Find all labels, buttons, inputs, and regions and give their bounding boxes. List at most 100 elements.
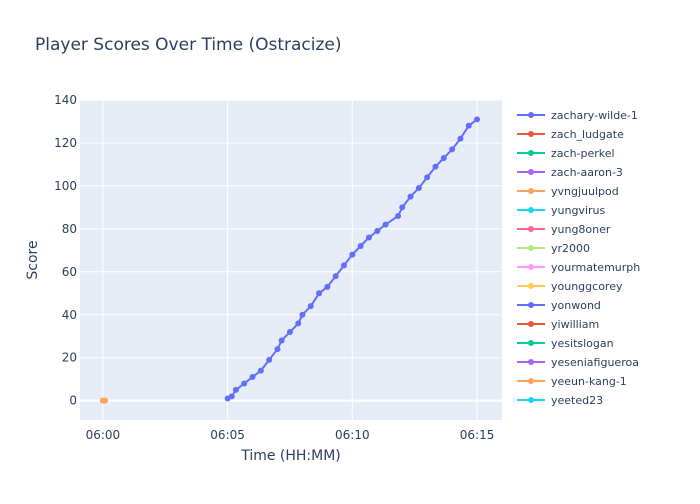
data-point xyxy=(266,356,273,363)
y-axis-label: Score xyxy=(25,240,41,279)
data-point xyxy=(299,311,306,318)
legend-marker-swatch xyxy=(528,169,534,175)
data-point xyxy=(374,228,381,235)
legend-label: yourmatemurph xyxy=(551,261,640,274)
data-point xyxy=(432,163,439,170)
data-point xyxy=(286,328,293,335)
data-point xyxy=(341,262,348,269)
legend-label: yeeted23 xyxy=(551,394,603,407)
data-point xyxy=(395,212,402,219)
data-point xyxy=(399,204,406,211)
legend-label: yesitslogan xyxy=(551,337,614,350)
data-point xyxy=(424,174,431,181)
legend-item[interactable]: yeeun-kang-1 xyxy=(517,375,627,388)
legend-item[interactable]: yeeted23 xyxy=(517,394,603,407)
data-point xyxy=(365,234,372,241)
legend-marker-swatch xyxy=(528,397,534,403)
legend-label: yvngjuulpod xyxy=(551,185,619,198)
y-tick-label: 140 xyxy=(54,93,77,107)
legend-label: yr2000 xyxy=(551,242,590,255)
y-tick-label: 60 xyxy=(62,265,77,279)
x-tick-label: 06:10 xyxy=(335,428,370,442)
legend-marker-swatch xyxy=(528,207,534,213)
legend-label: yonwond xyxy=(551,299,601,312)
axis-layer: 0 20 40 60 80 100 120 140 06:00 06:05 06:10 06:15 xyxy=(54,93,494,442)
legend-item[interactable]: younggcorey xyxy=(517,280,623,293)
legend-item[interactable]: yourmatemurph xyxy=(517,261,640,274)
legend[interactable]: zachary-wilde-1 zach_ludgate zach-perkel za… xyxy=(510,109,670,430)
data-point xyxy=(465,122,472,129)
legend-marker-swatch xyxy=(528,112,534,118)
data-point xyxy=(457,135,464,142)
y-tick-label: 80 xyxy=(62,222,77,236)
legend-marker-swatch xyxy=(528,150,534,156)
y-tick-label: 0 xyxy=(69,394,77,408)
legend-item[interactable]: yungvirus xyxy=(517,204,605,217)
y-tick-label: 100 xyxy=(54,179,77,193)
data-point xyxy=(307,303,314,310)
legend-marker-swatch xyxy=(528,226,534,232)
legend-marker-swatch xyxy=(528,302,534,308)
y-tick-label: 20 xyxy=(62,351,77,365)
legend-item[interactable]: yonwond xyxy=(517,299,601,312)
legend-item[interactable]: yr2000 xyxy=(517,242,590,255)
data-point xyxy=(228,393,235,400)
legend-label: yiwilliam xyxy=(551,318,599,331)
legend-marker-swatch xyxy=(528,131,534,137)
legend-item[interactable]: zach-aaron-3 xyxy=(517,166,623,179)
data-point xyxy=(232,386,239,393)
data-point xyxy=(332,273,339,280)
data-point xyxy=(278,337,285,344)
data-point xyxy=(357,243,364,250)
plot-area xyxy=(80,100,502,420)
legend-label: zach-perkel xyxy=(551,147,615,160)
data-point xyxy=(440,154,447,161)
y-tick-label: 120 xyxy=(54,136,77,150)
series-yvngjuulpod xyxy=(99,397,108,404)
legend-marker-swatch xyxy=(528,283,534,289)
data-point xyxy=(474,116,481,123)
legend-item[interactable]: zach_ludgate xyxy=(517,128,624,141)
legend-item[interactable]: zach-perkel xyxy=(517,147,615,160)
series-layer xyxy=(99,116,481,404)
legend-marker-swatch xyxy=(528,188,534,194)
x-tick-label: 06:00 xyxy=(86,428,121,442)
x-axis-label: Time (HH:MM) xyxy=(240,448,341,464)
legend-item[interactable]: yvngjuulpod xyxy=(517,185,619,198)
data-point xyxy=(295,320,302,327)
legend-marker-swatch xyxy=(528,378,534,384)
legend-item[interactable]: yiwilliam xyxy=(517,318,599,331)
legend-marker-swatch xyxy=(528,264,534,270)
legend-item[interactable]: zachary-wilde-1 xyxy=(517,109,638,122)
legend-label: zach-aaron-3 xyxy=(551,166,623,179)
legend-label: yeseniafigueroa xyxy=(551,356,639,369)
data-point xyxy=(407,193,414,200)
data-point xyxy=(249,374,256,381)
chart-title: Player Scores Over Time (Ostracize) xyxy=(35,35,342,55)
legend-marker-swatch xyxy=(528,359,534,365)
legend-item[interactable]: yung8oner xyxy=(517,223,611,236)
data-point xyxy=(241,380,248,387)
y-tick-label: 40 xyxy=(62,308,77,322)
legend-label: yeeun-kang-1 xyxy=(551,375,627,388)
legend-label: younggcorey xyxy=(551,280,623,293)
legend-marker-swatch xyxy=(528,321,534,327)
x-tick-label: 06:05 xyxy=(210,428,245,442)
legend-label: zachary-wilde-1 xyxy=(551,109,638,122)
grid-lines xyxy=(80,99,502,420)
data-point xyxy=(449,146,456,153)
data-point xyxy=(274,346,281,353)
data-point xyxy=(257,367,264,374)
legend-item[interactable]: yesitslogan xyxy=(517,337,614,350)
legend-label: zach_ludgate xyxy=(551,128,624,141)
series-zachary-wilde-1 xyxy=(224,116,481,402)
legend-marker-swatch xyxy=(528,245,534,251)
x-tick-label: 06:15 xyxy=(460,428,495,442)
data-point xyxy=(316,290,323,297)
data-point xyxy=(349,251,356,258)
legend-label: yungvirus xyxy=(551,204,605,217)
legend-marker-swatch xyxy=(528,340,534,346)
legend-item[interactable]: yeseniafigueroa xyxy=(517,356,639,369)
